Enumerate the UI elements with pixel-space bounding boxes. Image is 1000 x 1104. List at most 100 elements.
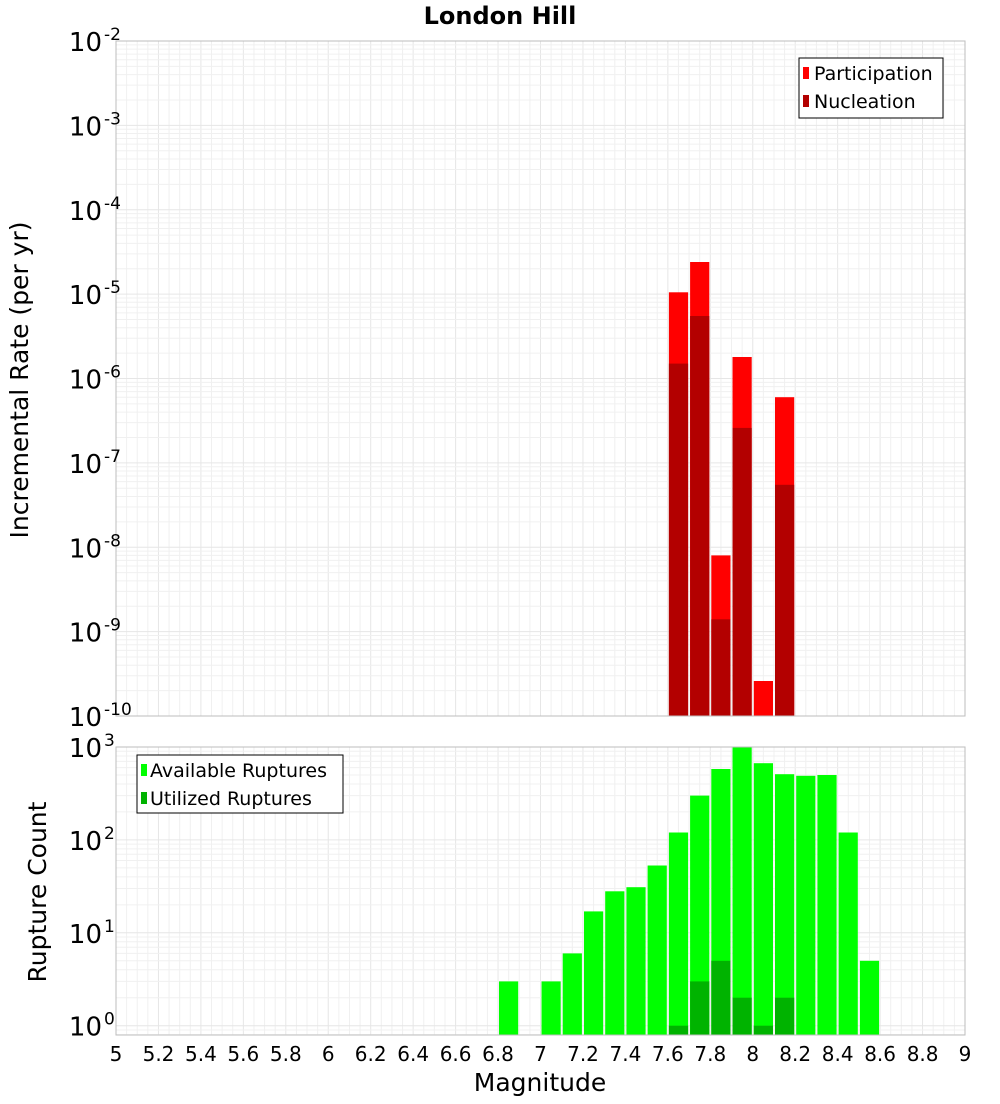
y-tick-label: 10 -3 — [69, 109, 121, 142]
top-y-axis-label: Incremental Rate (per yr) — [5, 222, 34, 539]
y-tick-exponent: -9 — [104, 616, 121, 636]
legend-swatch-participation — [803, 67, 809, 79]
y-tick-base: 10 — [69, 703, 102, 733]
x-tick-label: 8.2 — [779, 1042, 811, 1066]
count-bar-available-ruptures — [732, 747, 752, 1035]
count-bar-available-ruptures — [753, 763, 773, 1035]
x-tick-label: 7 — [534, 1042, 547, 1066]
y-tick-exponent: -2 — [104, 25, 121, 45]
y-tick-exponent: -5 — [104, 278, 121, 298]
count-bar-utilized-ruptures — [711, 960, 731, 1035]
x-tick-label: 8.8 — [907, 1042, 939, 1066]
y-tick-label: 10 -6 — [69, 363, 121, 396]
y-tick-base: 10 — [69, 281, 102, 311]
y-tick-base: 10 — [69, 450, 102, 480]
y-tick-base: 10 — [69, 734, 102, 764]
bottom-plot-frame — [115, 746, 966, 1036]
rate-bar-nucleation — [711, 619, 731, 716]
x-tick-label: 8.6 — [864, 1042, 896, 1066]
count-bar-available-ruptures — [647, 865, 667, 1035]
count-bar-available-ruptures — [775, 774, 795, 1035]
y-tick-exponent: -10 — [104, 700, 132, 720]
x-tick-label: 7.4 — [609, 1042, 641, 1066]
y-tick-label: 10 -9 — [69, 616, 121, 649]
x-tick-label: 6 — [322, 1042, 335, 1066]
count-bar-available-ruptures — [584, 911, 604, 1035]
y-tick-exponent: 0 — [104, 1010, 115, 1030]
count-bar-available-ruptures — [668, 832, 689, 1035]
legend-swatch-utilized — [141, 792, 147, 804]
y-tick-base: 10 — [69, 619, 102, 649]
y-tick-exponent: -4 — [104, 194, 121, 214]
x-axis-label: Magnitude — [474, 1068, 606, 1097]
bottom-bars — [499, 747, 880, 1035]
y-tick-label: 10 3 — [69, 731, 115, 764]
count-bar-available-ruptures — [796, 775, 816, 1035]
x-tick-label: 8 — [746, 1042, 759, 1066]
y-tick-base: 10 — [69, 534, 102, 564]
top-legend-box — [798, 57, 944, 119]
legend-label-nucleation: Nucleation — [814, 91, 916, 113]
x-tick-label: 5.6 — [227, 1042, 259, 1066]
top-gridlines — [115, 41, 966, 717]
count-bar-available-ruptures — [541, 981, 561, 1035]
y-tick-label: 10 0 — [69, 1010, 115, 1043]
x-tick-label: 7.2 — [567, 1042, 599, 1066]
y-tick-label: 10 -5 — [69, 278, 121, 311]
y-tick-base: 10 — [69, 920, 102, 950]
y-tick-label: 10 2 — [69, 824, 115, 857]
count-bar-utilized-ruptures — [753, 1025, 773, 1035]
count-bar-available-ruptures — [817, 775, 837, 1035]
count-bar-available-ruptures — [859, 960, 880, 1035]
y-tick-label: 10 -7 — [69, 447, 121, 480]
y-tick-base: 10 — [69, 28, 102, 58]
y-tick-label: 10 -10 — [69, 700, 132, 733]
x-tick-label: 5 — [110, 1042, 123, 1066]
top-bars — [668, 262, 795, 716]
y-tick-exponent: -7 — [104, 447, 121, 467]
chart-title: London Hill — [424, 2, 577, 30]
rate-bar-nucleation — [668, 363, 689, 716]
y-tick-exponent: -3 — [104, 109, 121, 129]
count-bar-available-ruptures — [690, 795, 710, 1035]
legend-swatch-available — [141, 764, 147, 776]
rate-bar-nucleation — [732, 427, 752, 716]
x-tick-label: 6.6 — [440, 1042, 472, 1066]
x-tick-label: 9 — [959, 1042, 972, 1066]
top-plot-frame — [115, 40, 966, 717]
x-tick-label: 7.8 — [694, 1042, 726, 1066]
y-tick-base: 10 — [69, 366, 102, 396]
count-bar-utilized-ruptures — [668, 1025, 689, 1035]
bottom-legend-box — [136, 754, 344, 814]
count-bar-available-ruptures — [562, 953, 582, 1035]
y-tick-exponent: -6 — [104, 363, 121, 383]
legend-label-available: Available Ruptures — [150, 760, 327, 782]
y-tick-exponent: 2 — [104, 824, 115, 844]
y-tick-base: 10 — [69, 197, 102, 227]
x-tick-label: 6.8 — [482, 1042, 514, 1066]
x-tick-label: 6.2 — [355, 1042, 387, 1066]
y-tick-label: 10 -2 — [69, 25, 121, 58]
y-tick-label: 10 1 — [69, 917, 115, 950]
x-tick-label: 5.8 — [270, 1042, 302, 1066]
top-legend: Participation Nucleation — [798, 57, 944, 119]
legend-label-utilized: Utilized Ruptures — [150, 788, 312, 810]
x-tick-label: 8.4 — [822, 1042, 854, 1066]
count-bar-utilized-ruptures — [690, 981, 710, 1035]
y-tick-label: 10 -8 — [69, 531, 121, 564]
y-tick-exponent: -8 — [104, 531, 121, 551]
x-tick-labels: 5 5.2 5.4 5.6 5.8 6 6.2 6.4 6.6 6.8 7 7.2 7.4 7.6 7.8 8… — [110, 1042, 972, 1066]
x-tick-label: 7.6 — [652, 1042, 684, 1066]
x-tick-label: 5.2 — [143, 1042, 175, 1066]
x-tick-label: 6.4 — [397, 1042, 429, 1066]
count-bar-available-ruptures — [838, 832, 858, 1035]
bottom-legend: Available Ruptures Utilized Ruptures — [136, 754, 344, 814]
legend-swatch-nucleation — [803, 95, 809, 107]
legend-label-participation: Participation — [814, 63, 933, 85]
y-tick-base: 10 — [69, 1013, 102, 1043]
count-bar-available-ruptures — [626, 887, 646, 1035]
y-tick-base: 10 — [69, 112, 102, 142]
